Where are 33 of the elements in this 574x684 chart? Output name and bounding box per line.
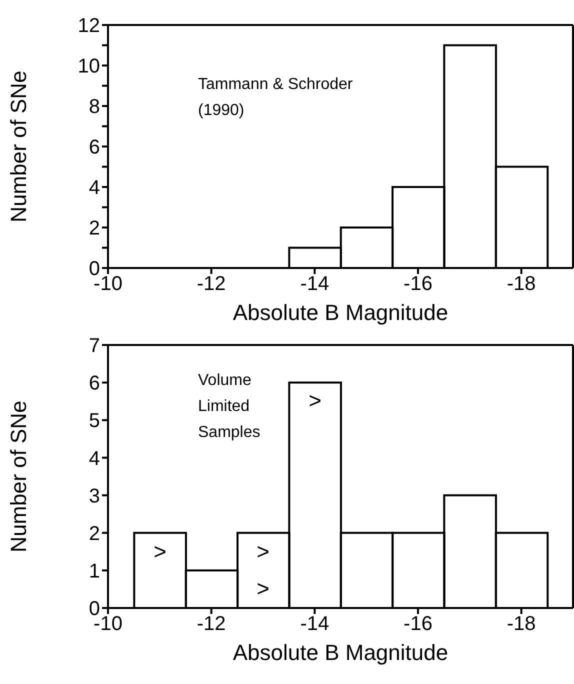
x-tick-label: -14 [300,613,330,636]
y-tick-label: 2 [88,522,100,545]
chevron-icon: > [152,539,168,565]
y-tick-label: 7 [88,335,100,358]
x-tick-label: -16 [404,613,432,636]
x-axis-title: Absolute B Magnitude [232,640,448,665]
x-tick-label: -14 [300,273,330,296]
chevron-icon: > [255,576,271,602]
x-tick-label: -18 [506,613,536,636]
chevron-icon: > [255,539,271,565]
y-tick-label: 6 [88,136,100,159]
y-tick-label: 3 [88,485,100,508]
y-tick-label: 5 [88,410,100,432]
x-tick-label: -16 [404,273,432,296]
y-tick-label: 0 [88,258,100,280]
y-axis-title: Number of SNe [6,400,31,552]
y-axis-title: Number of SNe [6,70,31,222]
annotation: Tammann & Schroder (1990) [198,75,354,121]
annotation: Volume Limited Samples [198,371,262,443]
x-axis-title: Absolute B Magnitude [232,300,448,325]
x-tick-label: -18 [506,273,536,296]
y-tick-label: 2 [88,218,100,240]
y-tick-label: 0 [88,598,100,620]
y-tick-label: 6 [88,372,100,395]
y-tick-label: 4 [88,177,100,200]
y-tick-label: 1 [88,560,100,583]
y-tick-label: 10 [78,56,100,78]
y-tick-label: 4 [88,448,100,470]
y-tick-label: 8 [88,96,100,118]
chevron-icon: > [307,388,323,414]
x-tick-label: -12 [196,613,226,636]
x-tick-label: -12 [196,273,226,296]
y-tick-label: 12 [78,15,100,38]
